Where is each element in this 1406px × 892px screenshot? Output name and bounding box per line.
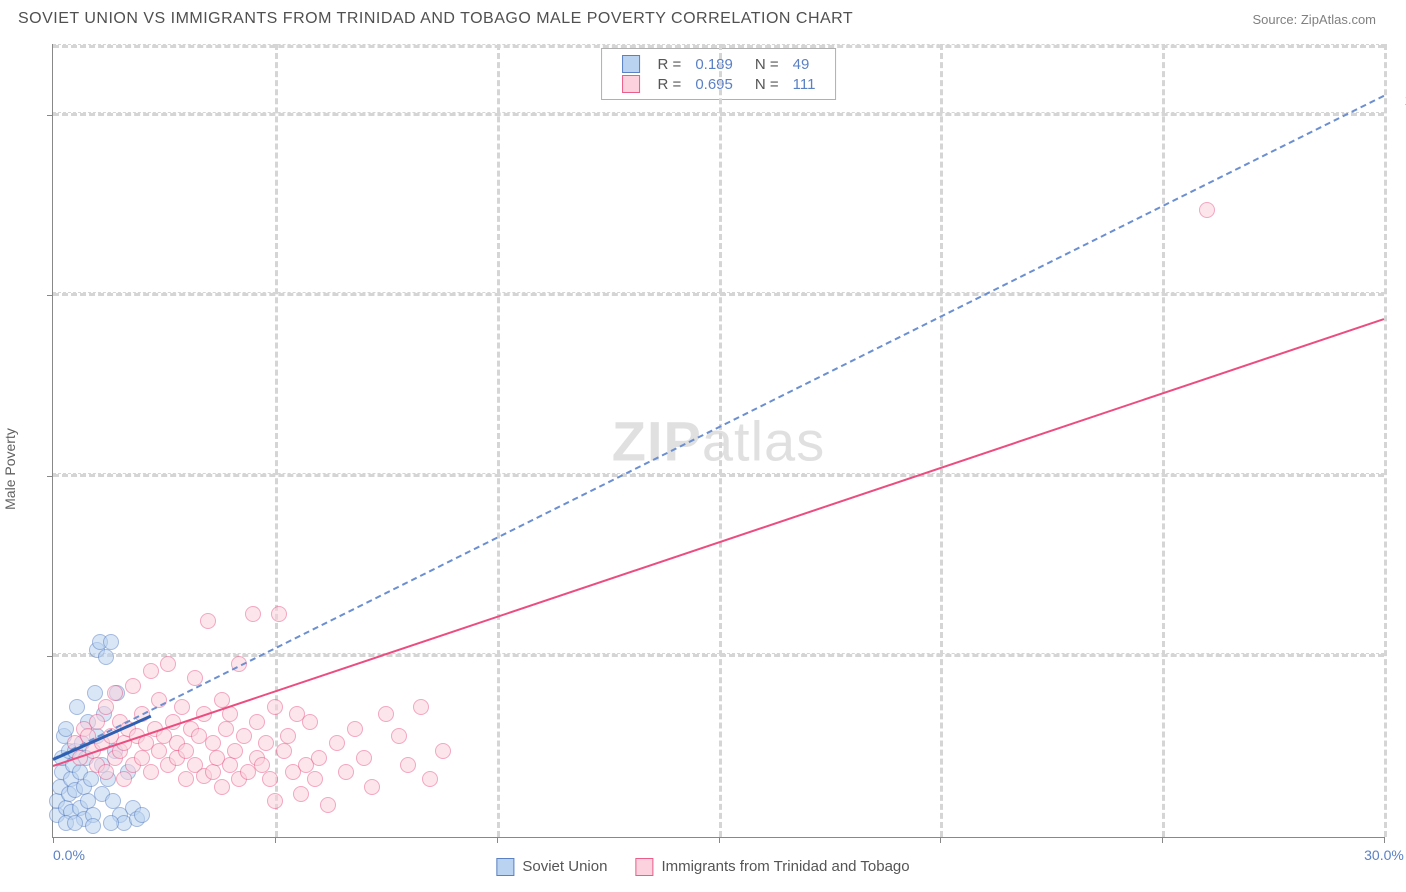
scatter-point-soviet xyxy=(83,771,99,787)
scatter-point-trinidad xyxy=(98,699,114,715)
scatter-point-trinidad xyxy=(107,685,123,701)
x-tick xyxy=(497,837,498,843)
chart-source: Source: ZipAtlas.com xyxy=(1252,12,1376,27)
scatter-point-soviet xyxy=(103,634,119,650)
scatter-point-trinidad xyxy=(258,735,274,751)
scatter-point-trinidad xyxy=(400,757,416,773)
scatter-point-trinidad xyxy=(422,771,438,787)
x-tick-label: 30.0% xyxy=(1364,847,1404,863)
x-tick xyxy=(1384,837,1385,843)
scatter-point-trinidad xyxy=(222,757,238,773)
legend-item: Soviet Union xyxy=(496,858,607,876)
y-tick xyxy=(47,656,53,657)
scatter-point-trinidad xyxy=(307,771,323,787)
y-tick xyxy=(47,115,53,116)
scatter-point-soviet xyxy=(134,807,150,823)
scatter-point-soviet xyxy=(103,815,119,831)
scatter-point-trinidad xyxy=(262,771,278,787)
scatter-point-trinidad xyxy=(143,663,159,679)
plot-area: ZIPatlas R =0.189N =49R =0.695N =111 25.… xyxy=(52,44,1384,838)
scatter-point-trinidad xyxy=(378,706,394,722)
scatter-point-trinidad xyxy=(311,750,327,766)
y-axis-label: Male Poverty xyxy=(2,428,18,510)
scatter-point-trinidad xyxy=(293,786,309,802)
chart-area: Male Poverty ZIPatlas R =0.189N =49R =0.… xyxy=(18,40,1388,882)
scatter-point-trinidad xyxy=(125,678,141,694)
scatter-point-trinidad xyxy=(178,743,194,759)
scatter-point-trinidad xyxy=(338,764,354,780)
scatter-point-trinidad xyxy=(151,743,167,759)
scatter-point-trinidad xyxy=(267,699,283,715)
scatter-point-trinidad xyxy=(356,750,372,766)
scatter-point-trinidad xyxy=(249,714,265,730)
scatter-point-trinidad xyxy=(320,797,336,813)
scatter-point-trinidad xyxy=(227,743,243,759)
scatter-point-trinidad xyxy=(364,779,380,795)
scatter-point-trinidad xyxy=(89,714,105,730)
scatter-point-trinidad xyxy=(143,764,159,780)
scatter-point-trinidad xyxy=(276,743,292,759)
scatter-point-soviet xyxy=(67,815,83,831)
scatter-point-soviet xyxy=(69,699,85,715)
legend-item: Immigrants from Trinidad and Tobago xyxy=(635,858,909,876)
chart-title: SOVIET UNION VS IMMIGRANTS FROM TRINIDAD… xyxy=(18,10,853,28)
scatter-point-trinidad xyxy=(391,728,407,744)
scatter-point-trinidad xyxy=(267,793,283,809)
scatter-point-trinidad xyxy=(302,714,318,730)
x-tick xyxy=(275,837,276,843)
scatter-point-trinidad xyxy=(134,750,150,766)
scatter-point-trinidad xyxy=(178,771,194,787)
x-tick xyxy=(719,837,720,843)
scatter-point-trinidad xyxy=(214,779,230,795)
scatter-point-trinidad xyxy=(347,721,363,737)
scatter-point-soviet xyxy=(58,721,74,737)
scatter-point-trinidad xyxy=(205,764,221,780)
x-tick xyxy=(53,837,54,843)
x-tick xyxy=(1162,837,1163,843)
scatter-point-soviet xyxy=(98,649,114,665)
scatter-point-trinidad xyxy=(236,728,252,744)
y-tick xyxy=(47,295,53,296)
scatter-point-trinidad xyxy=(116,771,132,787)
scatter-point-trinidad xyxy=(413,699,429,715)
scatter-point-soviet xyxy=(85,818,101,834)
scatter-point-trinidad xyxy=(329,735,345,751)
chart-header: SOVIET UNION VS IMMIGRANTS FROM TRINIDAD… xyxy=(0,0,1406,36)
y-tick xyxy=(47,476,53,477)
scatter-point-trinidad xyxy=(200,613,216,629)
series-legend: Soviet Union Immigrants from Trinidad and… xyxy=(496,858,909,876)
scatter-point-trinidad xyxy=(271,606,287,622)
scatter-point-trinidad xyxy=(98,764,114,780)
scatter-point-trinidad xyxy=(254,757,270,773)
scatter-point-soviet xyxy=(87,685,103,701)
scatter-point-trinidad xyxy=(280,728,296,744)
scatter-point-trinidad xyxy=(160,656,176,672)
x-tick xyxy=(940,837,941,843)
scatter-point-trinidad xyxy=(174,699,190,715)
scatter-point-trinidad xyxy=(435,743,451,759)
scatter-point-trinidad xyxy=(245,606,261,622)
x-tick-label: 0.0% xyxy=(53,847,85,863)
scatter-point-trinidad xyxy=(1199,202,1215,218)
scatter-point-trinidad xyxy=(218,721,234,737)
